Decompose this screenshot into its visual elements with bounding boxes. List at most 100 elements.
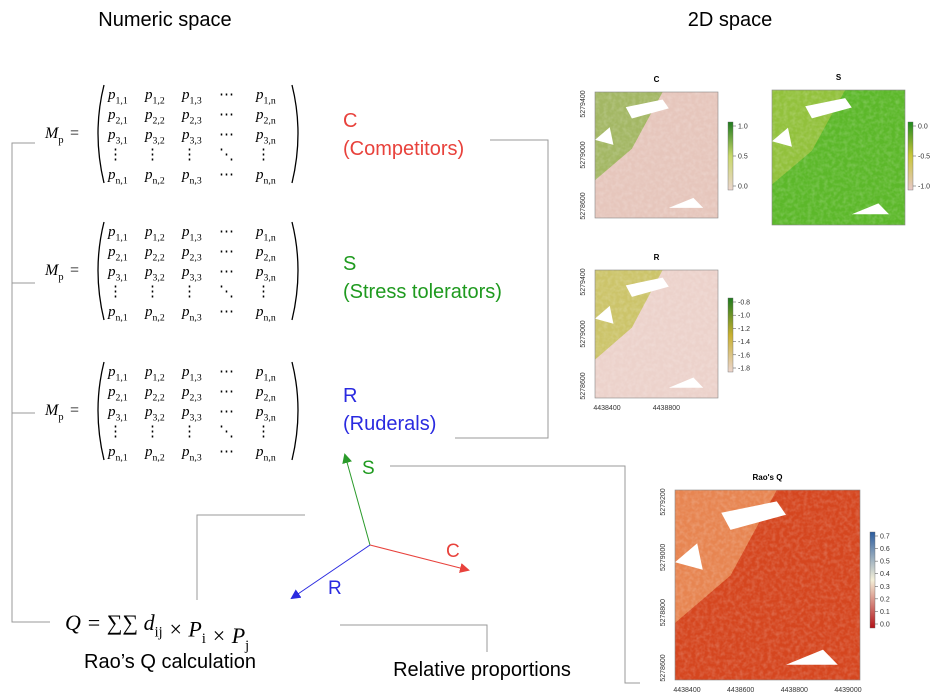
caption: Rao’s Q calculation (84, 651, 256, 673)
matrix-cell: p2,n (255, 244, 276, 264)
subscript: 2,3 (190, 393, 202, 404)
subscript: n,3 (190, 453, 202, 464)
map-title: S (836, 73, 842, 82)
paren (292, 222, 298, 320)
symbol: ⋮ (145, 147, 160, 163)
subscript: 3,n (264, 273, 276, 284)
subscript: 2,n (264, 116, 276, 127)
subscript: 1,3 (190, 373, 202, 384)
matrix-cell: p1,1 (107, 224, 128, 244)
subscript: 3,2 (153, 273, 165, 284)
matrix-cell: p1,3 (181, 364, 202, 384)
matrix-cell: p1,n (255, 364, 276, 384)
matrix-cell: pn,1 (107, 167, 128, 187)
paren (292, 362, 298, 460)
symbol: ⋮ (108, 284, 123, 300)
matrix-cell: ⋯ (219, 304, 234, 320)
subscript: 2,1 (116, 253, 128, 264)
symbol: ⋯ (219, 87, 234, 103)
symbol: × P (206, 623, 245, 648)
matrix-label: Mp (44, 402, 64, 423)
x-tick-label: 4438800 (781, 687, 808, 693)
x-tick-label: 4438800 (653, 405, 680, 412)
subscript: 3,1 (116, 413, 128, 424)
symbol: ⋮ (256, 424, 271, 440)
subscript: n,n (264, 176, 276, 187)
subscript: 1,2 (153, 373, 165, 384)
strategy-name: (Stress tolerators) (343, 281, 502, 303)
symbol: ⋯ (219, 264, 234, 280)
y-tick-label: 5279000 (660, 544, 667, 571)
matrix-cell: p1,1 (107, 364, 128, 384)
matrix-cell: pn,2 (144, 304, 165, 324)
matrix-cell: p1,3 (181, 87, 202, 107)
colorbar (870, 532, 875, 628)
matrix-cell: p1,3 (181, 224, 202, 244)
colorbar-label: 0.0 (738, 184, 748, 191)
colorbar-label: -1.0 (738, 313, 750, 320)
colorbar (728, 122, 733, 190)
page: Numeric space 2D space S C R Q = ∑∑ dij … (0, 0, 935, 693)
matrix-cell: p2,2 (144, 384, 165, 404)
subscript: n,2 (153, 176, 165, 187)
matrix-cell: p2,2 (144, 244, 165, 264)
symbol: ⋱ (219, 284, 234, 300)
subscript: 1,n (264, 233, 276, 244)
map-title: Rao's Q (753, 473, 783, 482)
symbol: ⋮ (182, 424, 197, 440)
matrix-cell: p2,n (255, 384, 276, 404)
colorbar-label: 0.2 (880, 596, 890, 603)
matrix-cell: p2,1 (107, 107, 128, 127)
matrix-cell: ⋯ (219, 127, 234, 143)
map: R52794005279000527860044384004438800-0.8… (580, 253, 750, 412)
symbol: ⋯ (219, 107, 234, 123)
colorbar-label: 0.7 (880, 534, 890, 541)
matrix-cell: ⋯ (219, 364, 234, 380)
subscript: 2,n (264, 253, 276, 264)
colorbar-label: -1.4 (738, 339, 750, 346)
subscript: n,2 (153, 453, 165, 464)
colorbar-label: -1.8 (738, 366, 750, 373)
symbol: ⋮ (108, 147, 123, 163)
matrix-cell: ⋯ (219, 444, 234, 460)
subscript: 2,2 (153, 253, 165, 264)
matrix-cell: ⋮ (182, 147, 197, 163)
subscript: 1,1 (116, 233, 128, 244)
y-tick-label: 5279000 (580, 141, 587, 168)
colorbar-label: 0.4 (880, 571, 890, 578)
paren (292, 85, 298, 183)
y-tick-label: 5279000 (580, 320, 587, 347)
y-tick-label: 5279400 (580, 90, 587, 117)
matrix-cell: ⋮ (108, 147, 123, 163)
symbol: ⋮ (256, 147, 271, 163)
symbol: ⋮ (145, 424, 160, 440)
matrix-cell: p1,1 (107, 87, 128, 107)
formula: Q = ∑∑ dij × Pi × Pj (65, 610, 249, 654)
symbol: ⋯ (219, 364, 234, 380)
matrix-cell: p1,n (255, 87, 276, 107)
subscript: n,3 (190, 313, 202, 324)
colorbar-label: 0.3 (880, 584, 890, 591)
matrix-cell: pn,n (255, 444, 276, 464)
matrix-cell: ⋯ (219, 167, 234, 183)
axis-label: R (328, 578, 342, 599)
symbol: ⋮ (145, 284, 160, 300)
matrix-cell: p2,1 (107, 244, 128, 264)
matrix-cell: pn,n (255, 304, 276, 324)
matrix-cell: p1,n (255, 224, 276, 244)
subscript: 3,n (264, 136, 276, 147)
matrix-cell: ⋮ (256, 147, 271, 163)
map-title: C (654, 75, 660, 84)
matrix-cell: p3,2 (144, 127, 165, 147)
subscript: n,2 (153, 313, 165, 324)
matrix-cell: p2,3 (181, 384, 202, 404)
caption: Relative proportions (393, 659, 571, 681)
y-tick-label: 5279400 (580, 268, 587, 295)
connector (197, 515, 305, 600)
subscript: 1,1 (116, 373, 128, 384)
x-tick-label: 4438600 (727, 687, 754, 693)
matrix-cell: p2,n (255, 107, 276, 127)
colorbar (728, 298, 733, 372)
heading: Numeric space (98, 9, 231, 31)
